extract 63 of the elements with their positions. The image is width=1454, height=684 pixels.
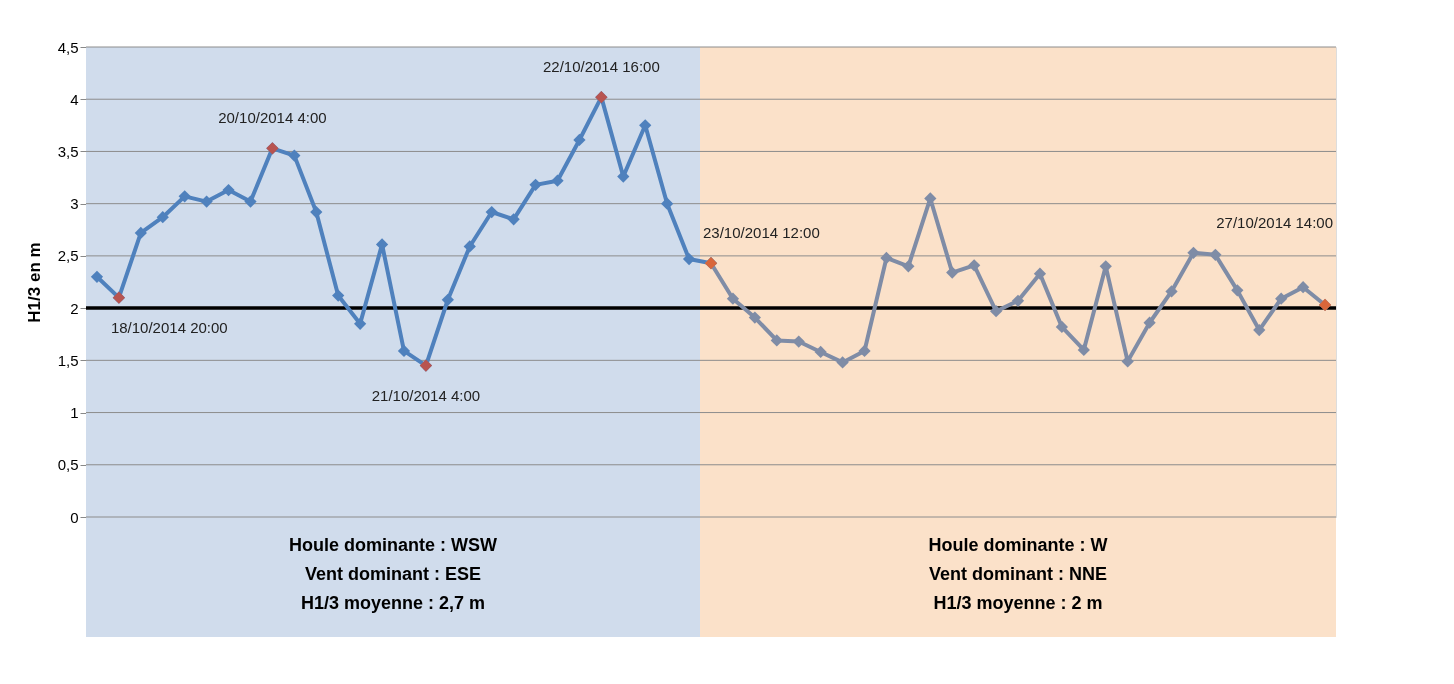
text: Houle dominante : W Vent dominant : NNE H1/3 moyenne : 2 m	[928, 535, 1108, 613]
point	[397, 344, 411, 358]
point	[1231, 284, 1244, 297]
y-tick-label: 0,5	[57, 456, 79, 474]
point	[814, 345, 827, 359]
point	[310, 205, 323, 219]
point	[90, 270, 104, 283]
annotation: 21/10/2014 4:00	[371, 386, 481, 404]
point	[880, 251, 893, 265]
point	[573, 133, 586, 147]
point	[354, 317, 367, 330]
point	[902, 260, 915, 273]
y-tick-label: 0	[70, 508, 79, 526]
point	[288, 149, 301, 162]
point	[748, 311, 761, 324]
point	[441, 293, 454, 306]
point	[332, 289, 345, 302]
point	[178, 190, 191, 203]
y-tick-label: 3	[70, 195, 79, 213]
y-tick-label: 4,5	[57, 38, 79, 56]
annotation: 23/10/2014 12:00	[703, 224, 820, 242]
point	[134, 226, 147, 240]
point	[1209, 248, 1222, 261]
point	[200, 195, 213, 208]
point	[1055, 320, 1068, 334]
y-tick-label: 2,5	[57, 247, 79, 265]
point	[1165, 285, 1178, 298]
point	[858, 344, 871, 358]
point	[1253, 323, 1266, 337]
annotation: 22/10/2014 16:00	[542, 58, 660, 76]
y-tick-label: 3,5	[57, 142, 79, 160]
text: Houle dominante : WSW Vent dominant : ESE H1/3 moyenne : 2,7 m	[289, 535, 498, 613]
point	[1275, 292, 1288, 305]
point	[1296, 281, 1310, 294]
y-tick-label: 4	[70, 90, 79, 108]
y-tick-label: 1	[70, 404, 79, 422]
point	[507, 213, 520, 226]
point	[836, 356, 849, 369]
annotation: 27/10/2014 14:00	[1216, 213, 1334, 231]
y-tick-label: 2	[70, 299, 79, 317]
point	[551, 174, 564, 187]
point	[682, 252, 696, 266]
point	[968, 259, 981, 272]
point	[529, 178, 542, 191]
point	[946, 266, 959, 279]
point	[244, 195, 257, 208]
point	[463, 240, 476, 253]
annotation: 20/10/2014 4:00	[218, 109, 327, 127]
point	[1143, 316, 1156, 329]
point	[1033, 267, 1047, 280]
y-tick-label: 1,5	[57, 351, 79, 369]
point	[156, 211, 169, 224]
point	[661, 197, 674, 210]
point	[770, 334, 783, 347]
point	[989, 305, 1003, 318]
point	[1011, 294, 1025, 307]
point	[485, 205, 498, 219]
point	[1187, 246, 1200, 259]
point	[1077, 343, 1090, 357]
point	[222, 183, 235, 197]
point	[726, 292, 740, 305]
annotation: 18/10/2014 20:00	[110, 318, 228, 336]
y-axis-title: H1/3 en m	[24, 242, 44, 323]
